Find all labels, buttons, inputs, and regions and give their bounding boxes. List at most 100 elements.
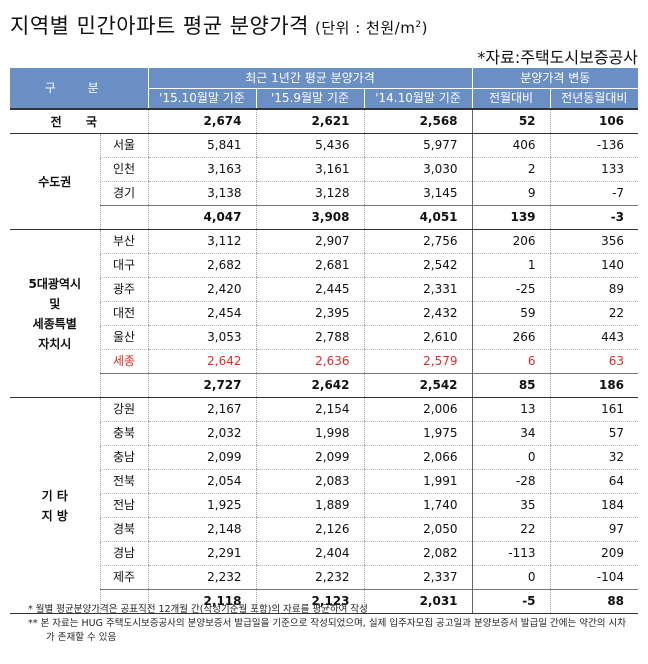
- value-cell: 2,788: [255, 325, 364, 350]
- region-name: 부산: [99, 229, 148, 254]
- value-cell: 2,099: [147, 445, 256, 470]
- value-cell: 2,542: [363, 253, 473, 278]
- value-cell: 161: [549, 397, 639, 422]
- value-cell: 2,126: [255, 517, 364, 542]
- header-col: '15.9월말 기준: [255, 88, 364, 109]
- source-label: *자료:주택도시보증공사: [477, 48, 638, 67]
- table-row: 경북 2,148 2,126 2,050 22 97: [10, 517, 639, 542]
- value-cell: 3,030: [363, 157, 473, 182]
- value-cell: 1,889: [255, 493, 364, 518]
- table-row: 울산 3,053 2,788 2,610 266 443: [10, 325, 639, 350]
- value-cell: 3,112: [147, 229, 256, 254]
- value-cell: 22: [549, 301, 639, 326]
- table-row: 충남 2,099 2,099 2,066 0 32: [10, 445, 639, 470]
- value-cell: 2,404: [255, 541, 364, 566]
- value-cell: 2,610: [363, 325, 473, 350]
- value-cell: 5,977: [363, 133, 473, 158]
- table-row: 경기 3,138 3,128 3,145 9 -7: [10, 181, 639, 206]
- value-cell: 22: [471, 517, 551, 542]
- value-cell: 2,167: [147, 397, 256, 422]
- value-cell: 2,621: [255, 108, 364, 134]
- value-cell: -25: [471, 277, 551, 302]
- header-division: 구 분: [10, 68, 148, 109]
- page-title: 지역별 민간아파트 평균 분양가격 (단위 : 천원/m2): [10, 14, 428, 38]
- value-cell: 9: [471, 181, 551, 206]
- subtotal-cell: 4,047: [147, 205, 256, 230]
- value-cell: -136: [549, 133, 639, 158]
- value-cell: 209: [549, 541, 639, 566]
- region-name: 경남: [99, 541, 148, 566]
- value-cell: 3,128: [255, 181, 364, 206]
- subtotal-cell: 2,031: [363, 589, 473, 614]
- table-row: 인천 3,163 3,161 3,030 2 133: [10, 157, 639, 182]
- subtotal-cell: 88: [549, 589, 639, 614]
- value-cell: 3,161: [255, 157, 364, 182]
- value-cell: 13: [471, 397, 551, 422]
- table-row-subtotal: 2,118 2,123 2,031 -5 88: [10, 589, 639, 614]
- value-cell: 184: [549, 493, 639, 518]
- value-cell: 2,050: [363, 517, 473, 542]
- table-row: 경남 2,291 2,404 2,082 -113 209: [10, 541, 639, 566]
- header-recent-group: 최근 1년간 평균 분양가격: [147, 68, 473, 89]
- value-cell: 5,841: [147, 133, 256, 158]
- value-cell: 2,331: [363, 277, 473, 302]
- value-cell: 2,579: [363, 349, 473, 374]
- value-cell: 97: [549, 517, 639, 542]
- value-cell: 3,138: [147, 181, 256, 206]
- value-cell: 1,998: [255, 421, 364, 446]
- value-cell: 406: [471, 133, 551, 158]
- value-cell: 2,232: [147, 565, 256, 590]
- region-name: 세종: [99, 349, 148, 374]
- table-row: 전남 1,925 1,889 1,740 35 184: [10, 493, 639, 518]
- subtotal-cell: 2,123: [255, 589, 364, 614]
- footnotes: * 월별 평균분양가격은 공표직전 12개월 간(작성기준월 포함)의 자료를 …: [28, 603, 628, 645]
- region-name: 제주: [99, 565, 148, 590]
- value-cell: 2,066: [363, 445, 473, 470]
- group-label: 수도권: [10, 133, 100, 230]
- value-cell: 1,925: [147, 493, 256, 518]
- value-cell: 1: [471, 253, 551, 278]
- table-row: 5대광역시 및 세종특별 자치시 부산 3,112 2,907 2,756 206 356: [10, 229, 639, 398]
- table-row-national: 전 국 2,674 2,621 2,568 52 106: [10, 108, 639, 134]
- table-row: 세종 2,642 2,636 2,579 6 63: [10, 349, 639, 374]
- value-cell: 0: [471, 565, 551, 590]
- value-cell: 2,006: [363, 397, 473, 422]
- value-cell: 34: [471, 421, 551, 446]
- value-cell: 206: [471, 229, 551, 254]
- value-cell: 52: [471, 108, 551, 134]
- value-cell: 2,682: [147, 253, 256, 278]
- region-name: 울산: [99, 325, 148, 350]
- value-cell: 2,642: [147, 349, 256, 374]
- value-cell: 89: [549, 277, 639, 302]
- value-cell: 6: [471, 349, 551, 374]
- value-cell: 3,053: [147, 325, 256, 350]
- subtotal-cell: 2,727: [147, 373, 256, 398]
- region-name: 대구: [99, 253, 148, 278]
- value-cell: 2,681: [255, 253, 364, 278]
- value-cell: 2,054: [147, 469, 256, 494]
- table-row: 대구 2,682 2,681 2,542 1 140: [10, 253, 639, 278]
- value-cell: 64: [549, 469, 639, 494]
- value-cell: 2,420: [147, 277, 256, 302]
- region-name: 인천: [99, 157, 148, 182]
- value-cell: 2,454: [147, 301, 256, 326]
- table-row-subtotal: 2,727 2,642 2,542 85 186: [10, 373, 639, 398]
- header-col: '14.10월말 기준: [363, 88, 473, 109]
- region-name: 서울: [99, 133, 148, 158]
- header-change-group: 분양가격 변동: [471, 68, 639, 89]
- table-row-subtotal: 4,047 3,908 4,051 139 -3: [10, 205, 639, 230]
- value-cell: 2,395: [255, 301, 364, 326]
- subtotal-cell: 139: [471, 205, 551, 230]
- subtotal-cell: 4,051: [363, 205, 473, 230]
- value-cell: 1,740: [363, 493, 473, 518]
- value-cell: 3,163: [147, 157, 256, 182]
- value-cell: 0: [471, 445, 551, 470]
- table-row: 제주 2,232 2,232 2,337 0 -104: [10, 565, 639, 590]
- value-cell: 1,975: [363, 421, 473, 446]
- value-cell: 2,082: [363, 541, 473, 566]
- value-cell: 2,907: [255, 229, 364, 254]
- value-cell: 2,756: [363, 229, 473, 254]
- region-name: 충북: [99, 421, 148, 446]
- table-row: 전북 2,054 2,083 1,991 -28 64: [10, 469, 639, 494]
